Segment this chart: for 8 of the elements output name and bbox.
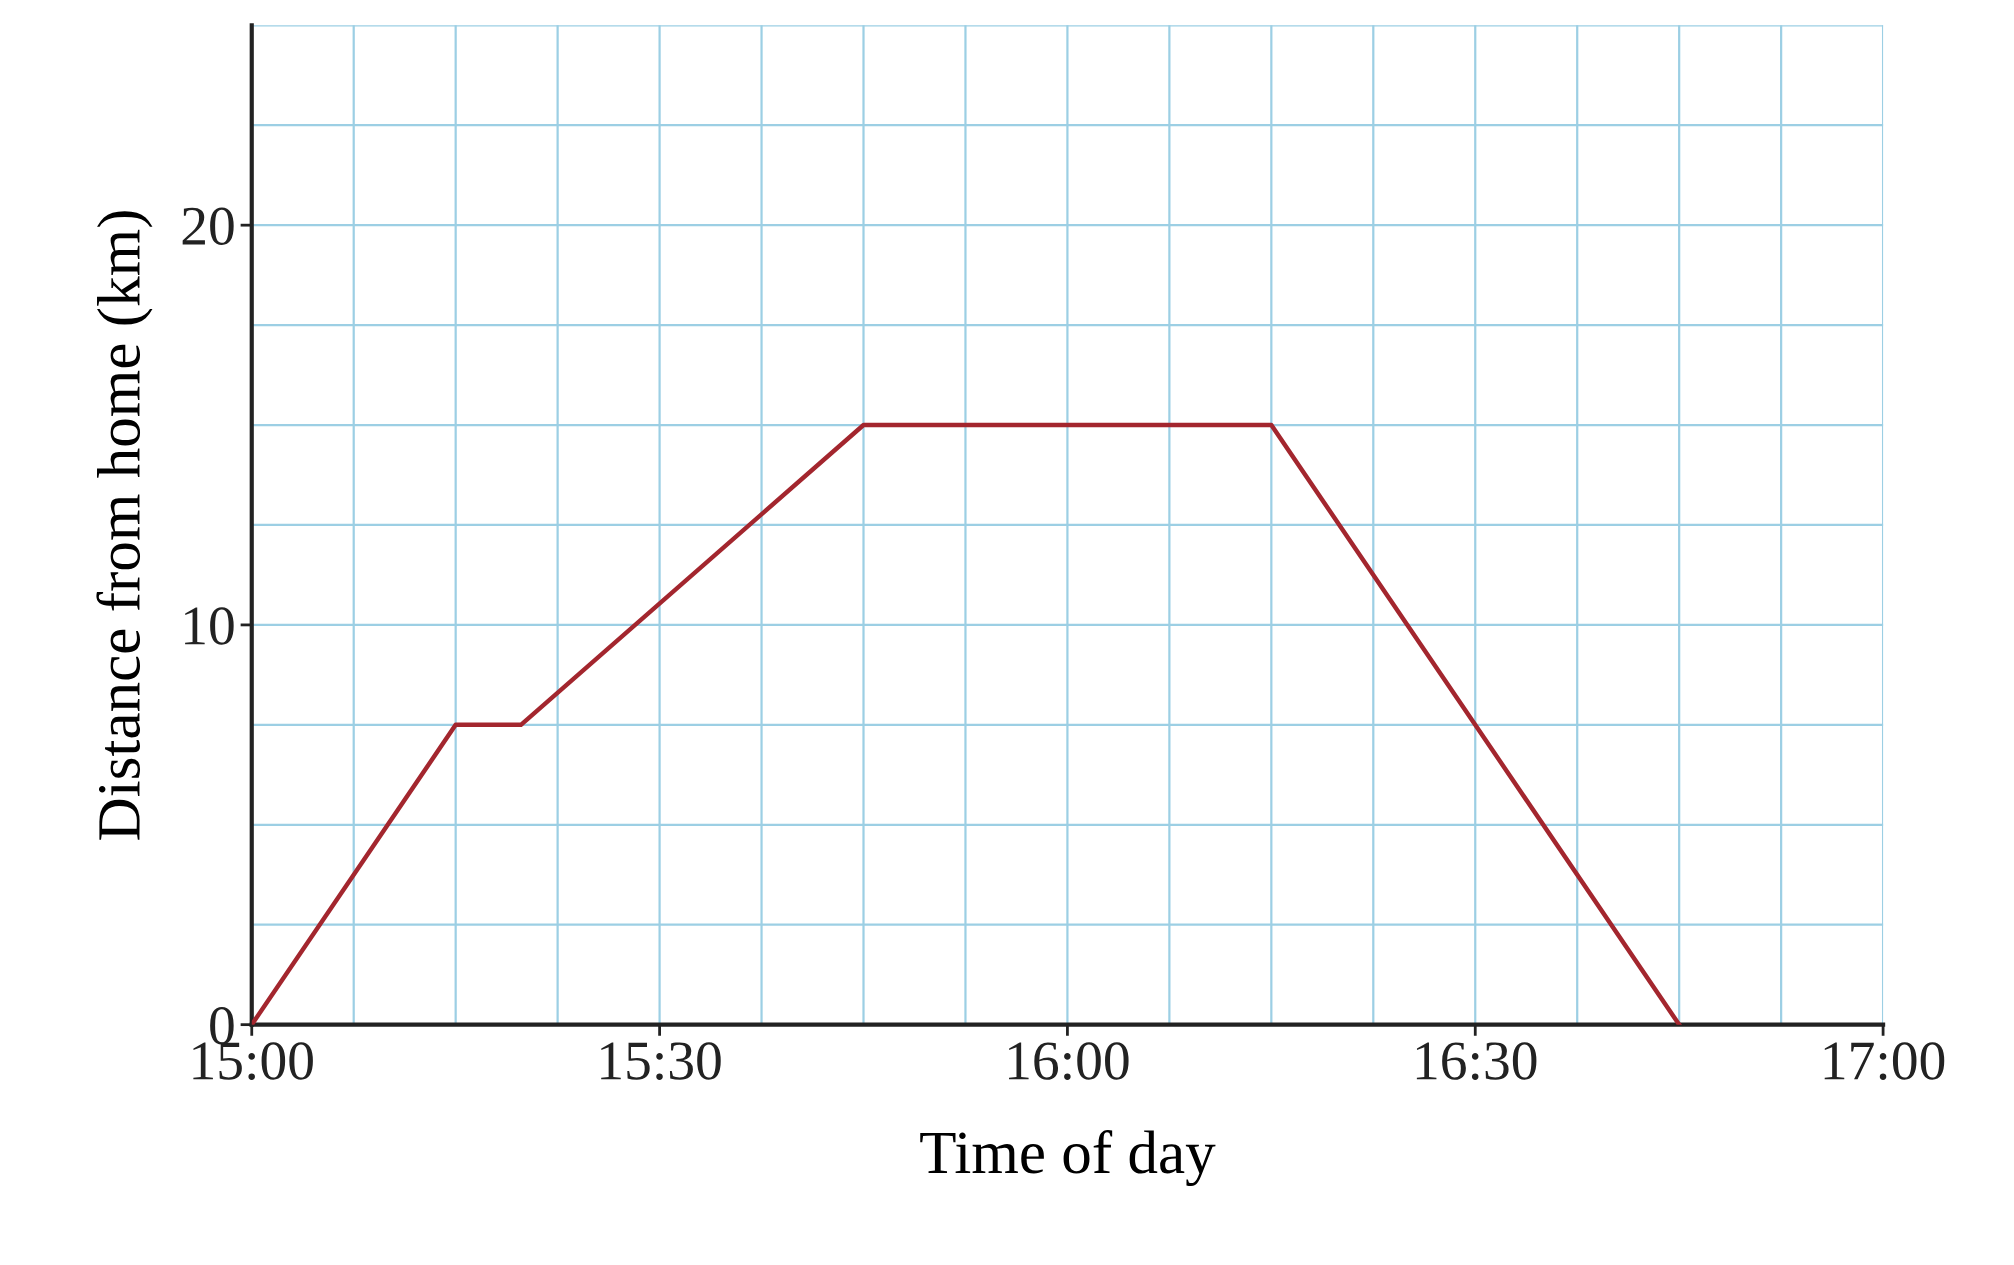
x-tick-label: 16:30 [1416,1042,1537,1080]
y-tick-label: 10 [185,607,234,645]
x-axis-title: Time of day [920,1129,1216,1187]
x-tick-label: 15:30 [601,1042,721,1080]
x-tick-label: 17:00 [1824,1042,1945,1080]
x-tick-label: 16:00 [1009,1042,1129,1080]
y-tick-label: 20 [182,207,234,245]
y-axis-title: Distance from home (km) [96,211,153,840]
